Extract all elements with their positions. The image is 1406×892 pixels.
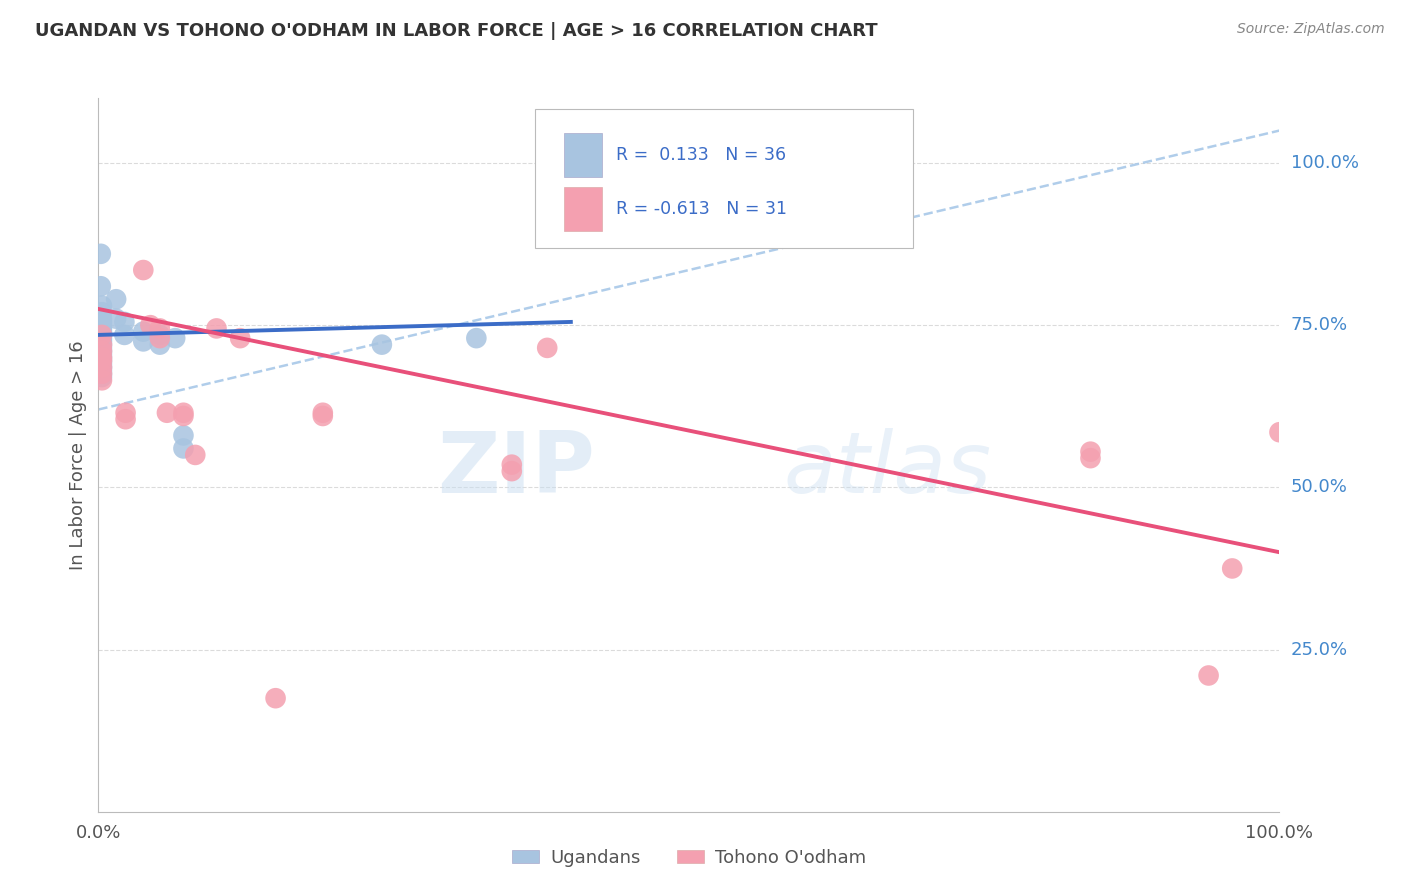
Text: 25.0%: 25.0% — [1291, 640, 1348, 658]
Point — [91, 325, 114, 339]
Point — [91, 327, 114, 342]
Point — [172, 442, 194, 456]
Text: 75.0%: 75.0% — [1291, 316, 1348, 334]
Point — [112, 315, 135, 329]
Point — [91, 351, 114, 365]
Point — [91, 354, 114, 368]
Point — [149, 321, 172, 335]
Point — [149, 327, 172, 342]
Point — [536, 341, 558, 355]
Point — [91, 331, 114, 345]
Point — [91, 363, 114, 377]
Point — [91, 318, 114, 333]
Point — [229, 331, 252, 345]
Point — [1268, 425, 1291, 440]
Point — [91, 370, 114, 384]
Point — [91, 354, 114, 368]
Point — [501, 464, 523, 478]
Point — [90, 279, 112, 293]
Point — [91, 327, 114, 342]
Point — [132, 325, 155, 339]
Point — [91, 299, 114, 313]
Point — [91, 321, 114, 335]
Point — [371, 337, 394, 351]
Point — [156, 406, 179, 420]
Point — [91, 305, 114, 319]
Text: R =  0.133   N = 36: R = 0.133 N = 36 — [616, 146, 786, 164]
Point — [465, 331, 488, 345]
Point — [91, 337, 114, 351]
Text: Source: ZipAtlas.com: Source: ZipAtlas.com — [1237, 22, 1385, 37]
Point — [91, 351, 114, 365]
Point — [1080, 444, 1102, 458]
Point — [312, 409, 335, 423]
Point — [91, 373, 114, 387]
Point — [172, 409, 194, 423]
Point — [91, 315, 114, 329]
Text: UGANDAN VS TOHONO O'ODHAM IN LABOR FORCE | AGE > 16 CORRELATION CHART: UGANDAN VS TOHONO O'ODHAM IN LABOR FORCE… — [35, 22, 877, 40]
Point — [91, 341, 114, 355]
Point — [90, 247, 112, 261]
Point — [1080, 451, 1102, 466]
Point — [91, 360, 114, 375]
Point — [91, 344, 114, 359]
Point — [264, 691, 287, 706]
Point — [91, 367, 114, 381]
Point — [172, 428, 194, 442]
Point — [149, 331, 172, 345]
Point — [91, 334, 114, 349]
Point — [91, 360, 114, 375]
Point — [114, 412, 136, 426]
Text: ZIP: ZIP — [437, 427, 595, 511]
Point — [105, 292, 128, 306]
Text: 50.0%: 50.0% — [1291, 478, 1347, 496]
Point — [1198, 668, 1220, 682]
Point — [105, 311, 128, 326]
FancyBboxPatch shape — [564, 133, 602, 178]
Y-axis label: In Labor Force | Age > 16: In Labor Force | Age > 16 — [69, 340, 87, 570]
Point — [139, 318, 162, 333]
FancyBboxPatch shape — [564, 186, 602, 231]
Point — [1220, 561, 1243, 575]
Point — [165, 331, 187, 345]
Point — [91, 344, 114, 359]
FancyBboxPatch shape — [536, 109, 914, 248]
Point — [205, 321, 228, 335]
Legend: Ugandans, Tohono O'odham: Ugandans, Tohono O'odham — [505, 842, 873, 874]
Point — [501, 458, 523, 472]
Point — [132, 263, 155, 277]
Point — [91, 367, 114, 381]
Point — [132, 334, 155, 349]
Text: R = -0.613   N = 31: R = -0.613 N = 31 — [616, 200, 787, 218]
Point — [91, 311, 114, 326]
Text: 100.0%: 100.0% — [1291, 154, 1358, 172]
Point — [112, 327, 135, 342]
Point — [91, 357, 114, 371]
Point — [149, 337, 172, 351]
Point — [172, 406, 194, 420]
Point — [114, 406, 136, 420]
Point — [91, 337, 114, 351]
Point — [312, 406, 335, 420]
Point — [184, 448, 207, 462]
Point — [91, 347, 114, 361]
Text: atlas: atlas — [783, 427, 991, 511]
